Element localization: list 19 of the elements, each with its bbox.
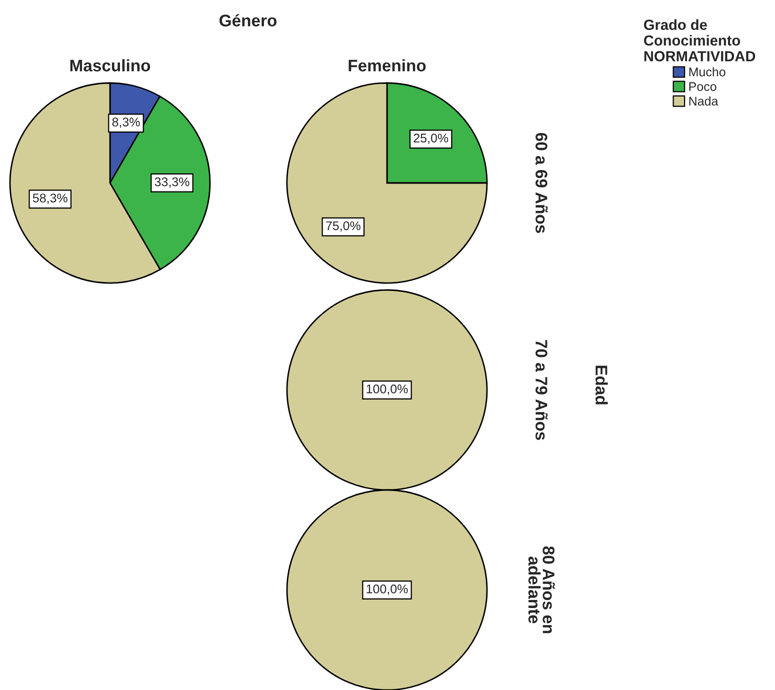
text: Género bbox=[220, 14, 277, 26]
data-label: 58,3% bbox=[32, 194, 68, 204]
chart-title: Femenino bbox=[348, 59, 426, 72]
data-label: 33,3% bbox=[154, 177, 190, 188]
pie-slice bbox=[286, 82, 488, 284]
legend-title: Grado de Conocimiento NORMATIVIDAD bbox=[644, 19, 756, 62]
legend-label: Mucho bbox=[689, 67, 726, 76]
data-label: 100,0% bbox=[366, 584, 408, 595]
chart-title: Masculino bbox=[70, 59, 150, 72]
data-label: 25,0% bbox=[414, 134, 448, 144]
text: Edad bbox=[596, 366, 608, 404]
text: 60 a 69 Años bbox=[536, 132, 548, 233]
text: 80 Años en adelante bbox=[528, 546, 555, 634]
text: 70 a 79 Años bbox=[536, 340, 548, 440]
legend-label: Poco bbox=[689, 82, 716, 91]
data-label: 75,0% bbox=[326, 221, 360, 232]
data-label: 8,3% bbox=[112, 118, 140, 128]
legend-label: Nada bbox=[689, 96, 718, 106]
data-label: 100,0% bbox=[366, 384, 408, 395]
